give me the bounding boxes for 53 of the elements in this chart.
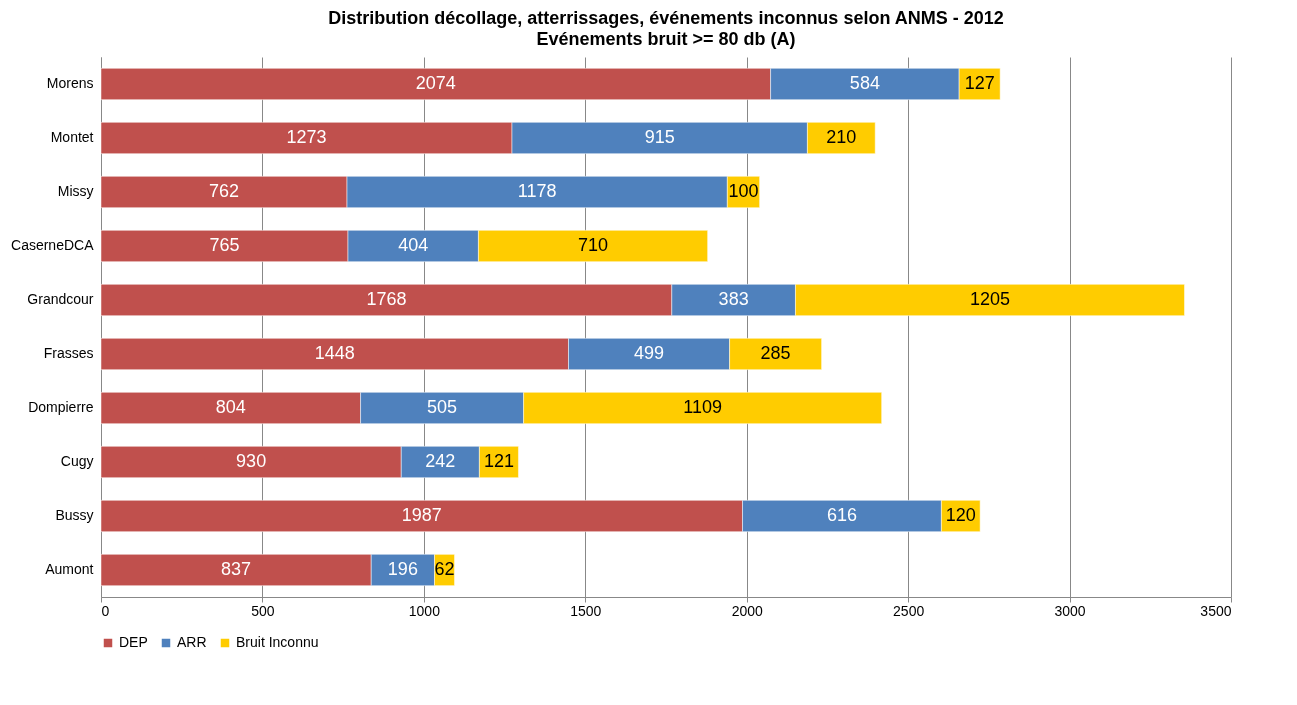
data-label: 1178	[517, 181, 557, 201]
y-tick-label: Grandcour	[27, 291, 94, 307]
x-tick-label: 1000	[408, 602, 441, 619]
data-label: 285	[760, 343, 791, 363]
chart-title: Distribution décollage, atterrissages, événements inconnus selon ANMS - 2012	[328, 8, 1004, 28]
y-tick-label: Morens	[46, 75, 94, 91]
data-label: 505	[427, 397, 458, 417]
data-label: 1448	[314, 343, 355, 363]
data-label: 404	[398, 235, 429, 255]
y-tick-label: Bussy	[55, 507, 94, 523]
data-label: 1109	[683, 397, 722, 417]
x-tick-label: 2500	[893, 602, 925, 619]
y-tick-label: Cugy	[60, 453, 94, 469]
data-label: 120	[945, 505, 976, 525]
data-label: 383	[718, 289, 749, 309]
data-label: 499	[634, 343, 665, 363]
y-tick-label: Montet	[50, 129, 94, 145]
data-label: 837	[221, 559, 252, 579]
y-tick-label: Dompierre	[28, 399, 94, 415]
data-label: 930	[236, 451, 267, 471]
x-tick-label: 1500	[570, 602, 602, 619]
data-label: 584	[849, 73, 880, 93]
x-tick-label: 2000	[731, 602, 763, 619]
x-tick-label: 3500	[1200, 602, 1232, 619]
data-label: 2074	[415, 73, 456, 93]
legend-label: ARR	[177, 634, 207, 650]
y-tick-label: Frasses	[43, 345, 94, 361]
y-tick-label: Aumont	[45, 561, 94, 577]
data-label: 1768	[366, 289, 407, 309]
chart-subtitle: Evénements bruit >= 80 db (A)	[536, 29, 796, 49]
x-tick-label: 0	[101, 602, 110, 619]
data-label: 1205	[969, 289, 1011, 309]
data-label: 1273	[286, 127, 327, 147]
legend-label: Bruit Inconnu	[236, 634, 319, 650]
y-tick-label: CaserneDCA	[11, 237, 95, 253]
data-label: 100	[728, 181, 759, 201]
data-label: 804	[215, 397, 246, 417]
y-tick-label: Missy	[57, 183, 94, 199]
data-label: 127	[964, 73, 995, 93]
data-label: 616	[826, 505, 857, 525]
legend-label: DEP	[119, 634, 148, 650]
data-label: 915	[644, 127, 675, 147]
data-label: 121	[483, 451, 514, 471]
data-label: 242	[425, 451, 456, 471]
x-tick-label: 500	[251, 602, 275, 619]
data-label: 710	[578, 235, 609, 255]
data-label: 196	[387, 559, 418, 579]
x-tick-label: 3000	[1054, 602, 1086, 619]
data-label: 62	[434, 559, 455, 579]
data-label: 210	[826, 127, 857, 147]
data-label: 1987	[401, 505, 442, 525]
data-label: 765	[209, 235, 240, 255]
data-label: 762	[208, 181, 240, 201]
